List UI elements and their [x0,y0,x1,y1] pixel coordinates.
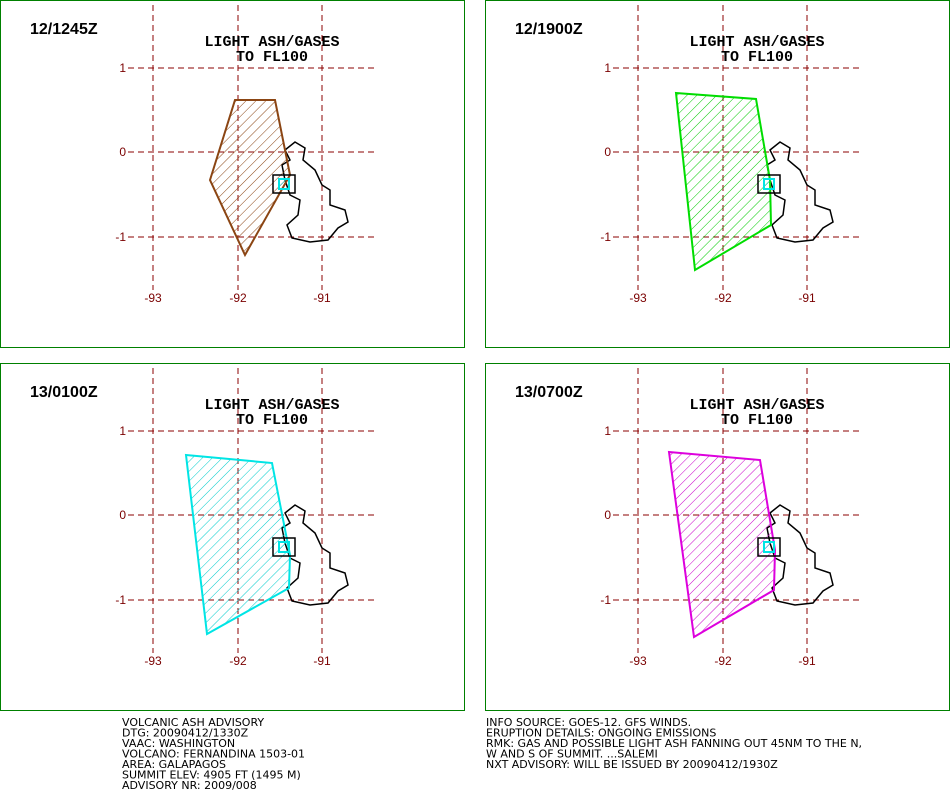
advisory-line: INFO SOURCE: GOES-12. GFS WINDS. [486,716,691,729]
lat-label: 1 [604,424,611,438]
valid-time: 13/0700Z [515,384,583,401]
fernandina-outline [272,537,296,557]
valid-time: 12/1900Z [515,21,583,38]
panel-title: TO FL100 [721,412,793,429]
coastline [766,141,834,243]
advisory-line: RMK: GAS AND POSSIBLE LIGHT ASH FANNING … [486,737,862,750]
lon-label: -92 [229,654,247,668]
ash-area [184,453,292,636]
coastline [281,504,349,606]
valid-time: 12/1245Z [30,21,98,38]
lat-label: 0 [604,508,611,522]
lat-label: 0 [119,145,126,159]
lat-label: -1 [600,593,611,607]
summit-area [763,541,775,553]
advisory-line: W AND S OF SUMMIT. ...SALEMI [486,748,658,761]
coastline [281,141,349,243]
advisory-line: VAAC: WASHINGTON [122,737,235,750]
advisory-line: ERUPTION DETAILS: ONGOING EMISSIONS [486,727,716,740]
advisory-line: NXT ADVISORY: WILL BE ISSUED BY 20090412… [486,758,778,771]
valid-time: 13/0100Z [30,384,98,401]
panel-title: LIGHT ASH/GASES [689,34,824,51]
summit-area [278,541,290,553]
ash-area [667,450,777,639]
panel-title: LIGHT ASH/GASES [689,397,824,414]
lon-label: -92 [714,654,732,668]
panel-title: TO FL100 [236,49,308,66]
panel-frame [0,0,465,348]
panel-title: LIGHT ASH/GASES [204,34,339,51]
lon-label: -91 [313,654,331,668]
advisory-line: VOLCANIC ASH ADVISORY [122,716,264,729]
lon-label: -93 [144,291,162,305]
advisory-line: DTG: 20090412/1330Z [122,727,249,740]
fernandina-outline [757,174,781,194]
lat-label: -1 [115,593,126,607]
lat-label: 1 [119,61,126,75]
lon-label: -91 [798,291,816,305]
lat-label: 1 [604,61,611,75]
summit-area [278,178,290,190]
lon-label: -92 [229,291,247,305]
panel-title: TO FL100 [721,49,793,66]
lat-label: 0 [604,145,611,159]
lon-label: -93 [629,654,647,668]
lat-label: 0 [119,508,126,522]
fernandina-outline [757,537,781,557]
ash-area [208,99,292,258]
panel-title: TO FL100 [236,412,308,429]
coastline [766,504,834,606]
ash-area [674,91,773,272]
lat-label: 1 [119,424,126,438]
advisory-line: AREA: GALAPAGOS [122,758,226,771]
panel-frame [0,363,465,711]
advisory-line: ADVISORY NR: 2009/008 [122,779,257,792]
lon-label: -91 [798,654,816,668]
summit-area [763,178,775,190]
lat-label: -1 [115,230,126,244]
lon-label: -93 [144,654,162,668]
lat-label: -1 [600,230,611,244]
fernandina-outline [272,174,296,194]
lon-label: -91 [313,291,331,305]
advisory-line: VOLCANO: FERNANDINA 1503-01 [122,748,305,761]
lon-label: -93 [629,291,647,305]
lon-label: -92 [714,291,732,305]
panel-title: LIGHT ASH/GASES [204,397,339,414]
advisory-line: SUMMIT ELEV: 4905 FT (1495 M) [122,769,301,782]
